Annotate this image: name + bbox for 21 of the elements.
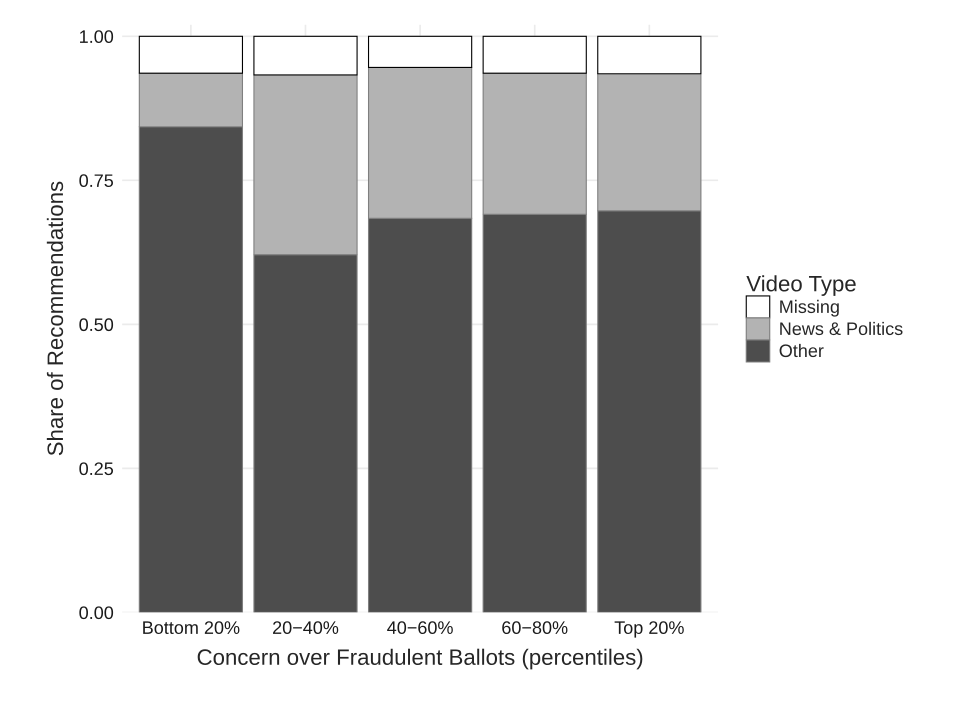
y-axis-title: Share of Recommendations	[46, 182, 64, 456]
legend-label: News & Politics	[780, 322, 903, 336]
legend-label: Missing	[780, 300, 839, 317]
x-tick-label: Bottom 20%	[143, 621, 240, 634]
bar	[482, 36, 587, 74]
x-tick-label: 40−60%	[387, 621, 453, 634]
bar	[138, 36, 244, 74]
y-tick-label: 0.50	[79, 318, 114, 332]
x-axis-title: Concern over Fraudulent Ballots (percentiles)	[198, 648, 642, 670]
x-tick-label: 20−40%	[273, 621, 338, 634]
y-tick-label: 1.00	[80, 30, 114, 44]
legend-label: Other	[780, 344, 824, 358]
y-tick-label: 0.75	[79, 174, 114, 188]
y-tick-label: 0.25	[79, 462, 114, 476]
bar	[253, 36, 358, 76]
bar	[368, 36, 472, 68]
legend-title: Video Type	[746, 275, 856, 296]
y-tick-label: 0.00	[79, 606, 114, 620]
x-tick-label: Top 20%	[614, 621, 684, 638]
bar	[597, 36, 702, 74]
x-tick-label: 60−80%	[502, 621, 568, 634]
